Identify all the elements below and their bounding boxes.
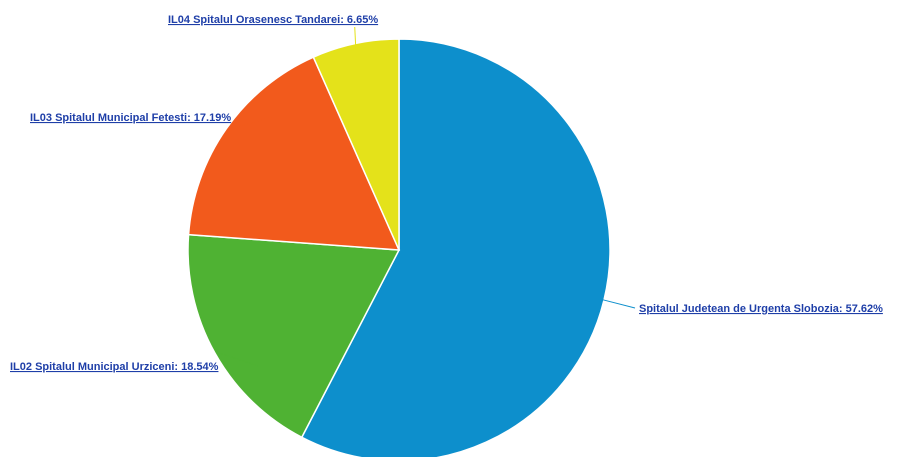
slice-labels: Spitalul Judetean de Urgenta Slobozia: 5… xyxy=(10,14,883,373)
label-connector-3 xyxy=(227,116,272,131)
slice-label-2[interactable]: IL02 Spitalul Municipal Urziceni: 18.54% xyxy=(10,361,219,373)
pie-slice-3[interactable] xyxy=(187,56,401,251)
pie-slices xyxy=(187,38,611,457)
slice-label-3[interactable]: IL03 Spitalul Municipal Fetesti: 17.19% xyxy=(30,112,231,124)
label-connectors xyxy=(216,26,636,367)
slice-label-1[interactable]: Spitalul Judetean de Urgenta Slobozia: 5… xyxy=(639,303,883,315)
label-connector-2 xyxy=(216,351,259,367)
label-connector-4 xyxy=(354,26,357,46)
label-connector-1 xyxy=(601,299,636,309)
slice-label-4[interactable]: IL04 Spitalul Orasenesc Tandarei: 6.65% xyxy=(168,14,378,26)
pie-slice-2[interactable] xyxy=(187,233,401,439)
